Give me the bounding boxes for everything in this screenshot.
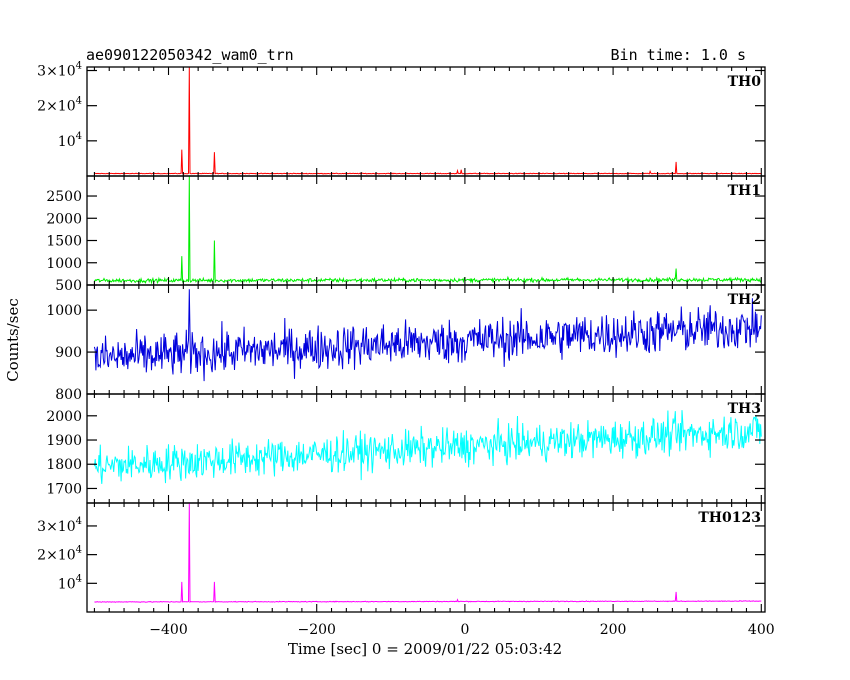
y-tick-label: 1800 <box>46 457 82 473</box>
panel-frame <box>86 502 766 613</box>
y-tick-label: 1700 <box>46 481 82 497</box>
y-tick-label: 2000 <box>46 409 82 425</box>
panels-group: 3×104 2×104 104 TH0 2500 2000 1500 1000 500 TH1 10… <box>37 61 766 613</box>
x-tick-labels: −400 −200 0 200 400 <box>149 622 774 638</box>
panel-label: TH3 <box>728 401 761 417</box>
panel-th3: 2000 1900 1800 1700 TH3 <box>46 393 766 504</box>
x-tick-label: 0 <box>460 622 469 638</box>
y-tick-exponent: 4 <box>76 516 82 527</box>
y-tick-label: 800 <box>55 387 82 403</box>
series-line-th3 <box>93 410 762 484</box>
series-line-th0 <box>94 67 762 175</box>
y-tick-exponent: 4 <box>76 96 82 107</box>
y-tick-label: 1000 <box>46 256 82 272</box>
x-tick-label: 400 <box>748 622 775 638</box>
x-tick-label: 200 <box>600 622 627 638</box>
panel-th0123: 3×104 2×104 104 TH0123 <box>37 502 766 613</box>
panel-th2: 1000 900 800 TH2 <box>46 284 766 403</box>
y-tick-label: 3×104 <box>37 61 82 80</box>
y-tick-label: 2×104 <box>37 96 82 115</box>
x-tick-label: −200 <box>297 622 335 638</box>
y-tick-label: 1000 <box>46 303 82 319</box>
chart-title: ae090122050342_wam0_trn <box>86 46 294 64</box>
y-tick-exponent: 4 <box>76 131 82 142</box>
y-tick-label: 1500 <box>46 234 82 250</box>
panel-label: TH1 <box>728 183 761 199</box>
y-tick-label: 500 <box>55 278 82 294</box>
series-line-th1 <box>94 176 762 285</box>
y-tick-label: 104 <box>58 573 82 592</box>
panel-label: TH0123 <box>698 510 761 526</box>
y-tick-label: 3×104 <box>37 516 82 535</box>
y-tick-exponent: 4 <box>76 61 82 72</box>
y-tick-exponent: 4 <box>76 573 82 584</box>
series-line-th0123 <box>94 503 762 604</box>
y-tick-label: 104 <box>58 131 82 150</box>
y-tick-label: 2000 <box>46 211 82 227</box>
panel-th1: 2500 2000 1500 1000 500 TH1 <box>46 175 766 294</box>
y-tick-label: 2×104 <box>37 545 82 564</box>
y-tick-label: 2500 <box>46 189 82 205</box>
series-line-th2 <box>93 289 762 382</box>
x-tick-label: −400 <box>149 622 187 638</box>
x-axis-label: Time [sec] 0 = 2009/01/22 05:03:42 <box>288 640 562 658</box>
panel-label: TH0 <box>728 74 762 90</box>
bin-time-label: Bin time: 1.0 s <box>611 46 746 64</box>
y-tick-label: 900 <box>55 345 82 361</box>
panel-label: TH2 <box>728 292 761 308</box>
y-tick-label: 1900 <box>46 433 82 449</box>
panel-th0: 3×104 2×104 104 TH0 <box>37 61 766 177</box>
y-axis-label: Counts/sec <box>4 298 22 382</box>
y-tick-exponent: 4 <box>76 545 82 556</box>
